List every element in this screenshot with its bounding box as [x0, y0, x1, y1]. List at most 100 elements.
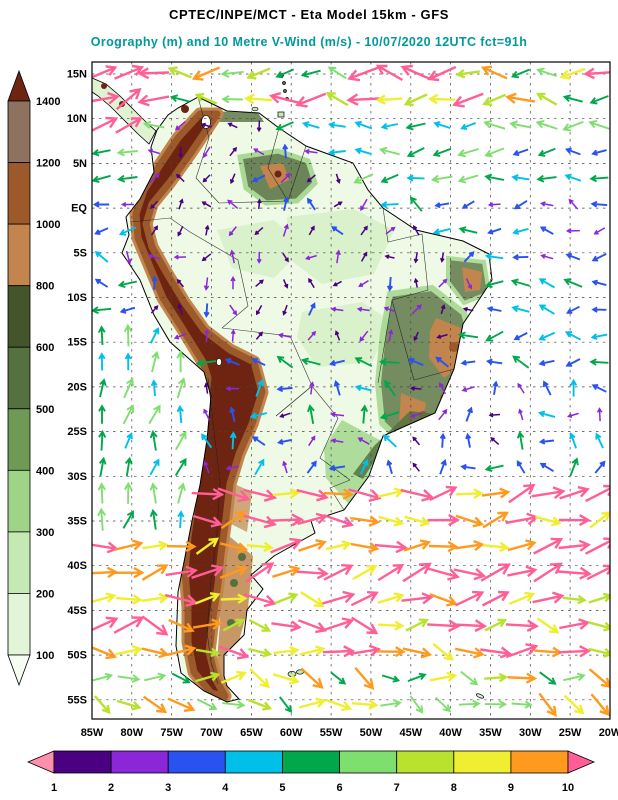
wind-arrow [175, 173, 185, 183]
wind-arrow [536, 174, 557, 183]
wind-arrow [384, 379, 396, 397]
wind-arrow [430, 174, 453, 184]
wind-arrow [115, 87, 142, 111]
wind-arrow [227, 199, 239, 209]
orography-scale-label: 100 [36, 650, 54, 662]
wind-arrow [282, 143, 289, 159]
wind-arrow [458, 699, 481, 709]
wind-arrow [166, 644, 197, 657]
wind-arrow [411, 304, 422, 315]
wind-arrow [432, 227, 451, 236]
wind-arrow [308, 302, 316, 316]
wind-arrow [204, 328, 210, 342]
wind-arrow [308, 277, 315, 289]
wind-arrow [124, 352, 132, 371]
wind-arrow [195, 647, 220, 658]
wind-scale-segment [510, 750, 569, 774]
wind-arrow [174, 121, 186, 131]
wind-arrow [171, 672, 191, 684]
wind-arrow [304, 148, 318, 155]
wind-arrow [220, 670, 247, 684]
wind-arrow [348, 488, 382, 502]
wind-arrow [194, 592, 221, 605]
wind-arrow [243, 593, 277, 608]
wind-arrow [481, 487, 511, 499]
wind-arrow [377, 487, 405, 498]
wind-arrow [116, 699, 142, 711]
wind-arrow [300, 357, 321, 366]
wind-arrow [563, 694, 585, 715]
wind-arrow [591, 149, 607, 156]
wind-arrow [386, 276, 393, 292]
wind-arrow [505, 512, 540, 526]
wind-arrow [176, 350, 185, 373]
wind-arrow [439, 459, 447, 475]
wind-arrow [118, 226, 137, 236]
wind-arrow [405, 618, 429, 632]
wind-arrow [97, 507, 107, 531]
wind-arrow [92, 672, 114, 682]
wind-arrow [178, 146, 183, 159]
lat-tick-label: 10N [67, 113, 87, 125]
wind-arrow [409, 412, 422, 419]
wind-arrow [488, 412, 501, 418]
wind-arrow [591, 279, 607, 287]
lat-tick-label: 40S [67, 560, 87, 572]
wind-arrow [350, 541, 380, 553]
lat-tick-label: 25S [67, 426, 87, 438]
wind-scale-label: 7 [394, 782, 400, 794]
wind-arrow [192, 514, 223, 528]
lon-tick-label: 40W [439, 727, 462, 739]
wind-arrow [435, 356, 449, 368]
wind-arrow [191, 487, 225, 501]
wind-arrow [114, 64, 145, 80]
wind-arrow [277, 332, 292, 339]
lon-tick-label: 20W [599, 727, 618, 739]
wind-arrow [280, 172, 291, 184]
wind-arrow [229, 431, 237, 450]
wind-arrow [508, 483, 536, 504]
wind-arrow [255, 331, 263, 340]
wind-arrow [384, 254, 395, 260]
wind-arrow [275, 68, 295, 79]
wind-arrow [407, 672, 427, 682]
wind-arrow [563, 672, 586, 682]
wind-arrow [480, 646, 513, 659]
lon-tick-label: 35W [479, 727, 502, 739]
wind-arrow [203, 303, 210, 318]
map-frame [91, 61, 611, 720]
wind-arrow [588, 621, 610, 632]
wind-arrow [195, 537, 220, 555]
wind-arrow [174, 430, 187, 451]
wind-arrow [378, 146, 400, 156]
wind-arrow [92, 65, 118, 79]
wind-arrow [308, 435, 316, 447]
wind-arrow [325, 698, 353, 712]
lat-tick-label: 55S [67, 694, 87, 706]
wind-arrow [586, 564, 610, 581]
wind-arrow [427, 65, 457, 82]
wind-arrow [327, 148, 346, 156]
wind-arrow [432, 642, 454, 661]
wind-arrow [465, 278, 473, 290]
wind-arrow [220, 593, 248, 604]
wind-scale-label: 8 [451, 782, 457, 794]
wind-arrow [542, 380, 552, 396]
orography-scale-label: 300 [36, 527, 54, 539]
wind-arrow [465, 432, 472, 448]
wind-arrow [377, 592, 405, 604]
wind-scale-label: 2 [108, 782, 114, 794]
wind-arrow [455, 539, 485, 552]
wind-arrow [486, 306, 502, 313]
wind-arrow [254, 458, 265, 476]
wind-arrow [149, 458, 160, 476]
wind-arrow [402, 647, 433, 659]
wind-arrow [360, 225, 368, 236]
wind-arrow [191, 66, 221, 81]
wind-arrow [225, 385, 239, 392]
wind-arrow [377, 564, 405, 582]
wind-arrow [276, 385, 293, 393]
wind-arrow [149, 172, 160, 183]
wind-arrow [356, 306, 370, 312]
wind-arrow [538, 438, 555, 445]
